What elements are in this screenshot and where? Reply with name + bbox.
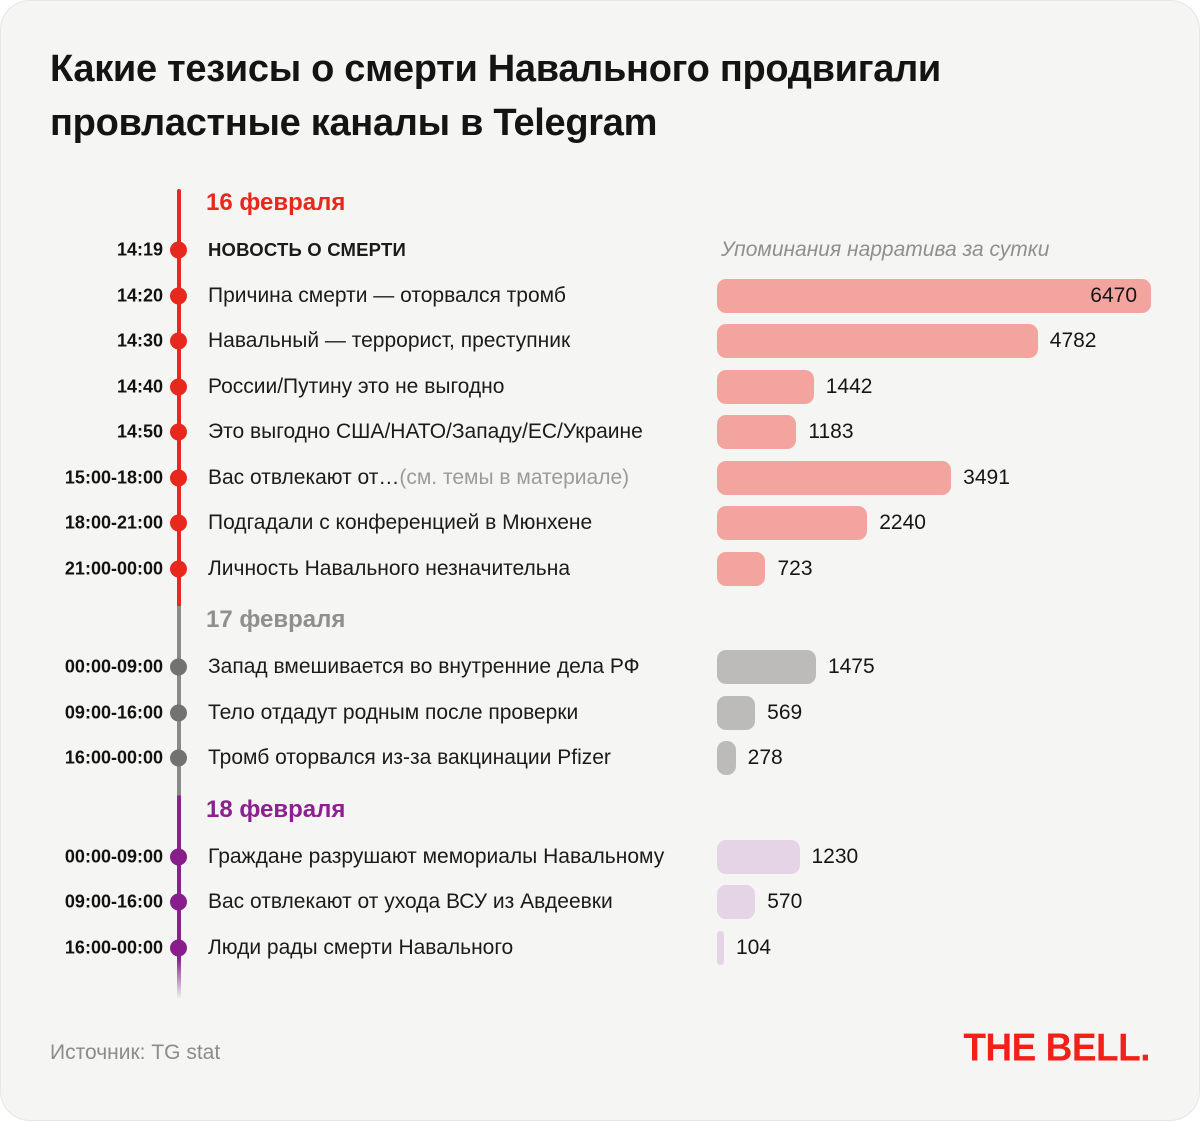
- row-label: Вас отвлекают от…(см. темы в материале): [208, 466, 629, 490]
- bar: [717, 506, 867, 540]
- bar: [717, 650, 816, 684]
- timeline-dot-icon: [170, 378, 187, 395]
- bar-value: 104: [736, 936, 771, 960]
- row-time: 14:40: [31, 376, 163, 397]
- timeline-dot-icon: [170, 287, 187, 304]
- row-label: России/Путину это не выгодно: [208, 375, 504, 399]
- timeline-dot-icon: [170, 242, 187, 259]
- bar: [717, 885, 755, 919]
- timeline-dot-icon: [170, 704, 187, 721]
- bar-value: 6470: [1090, 284, 1151, 308]
- bar-value: 3491: [963, 466, 1010, 490]
- mentions-column-header: Упоминания нарратива за сутки: [721, 238, 1049, 262]
- bar-wrap: 570: [717, 885, 802, 919]
- row-label: Запад вмешивается во внутренние дела РФ: [208, 655, 640, 679]
- timeline-date-heading: 18 февраля: [206, 796, 345, 824]
- timeline-dot-icon: [170, 939, 187, 956]
- bar-wrap: 104: [717, 931, 771, 965]
- row-time: 14:30: [31, 331, 163, 352]
- timeline-dot-icon: [170, 560, 187, 577]
- bar: [717, 741, 736, 775]
- row-label-note: (см. темы в материале): [399, 466, 629, 489]
- row-label: Это выгодно США/НАТО/Западу/ЕС/Украине: [208, 420, 643, 444]
- infographic-card: Какие тезисы о смерти Навального продвиг…: [0, 0, 1200, 1121]
- bar-wrap: 3491: [717, 461, 1010, 495]
- bar-value: 1442: [826, 375, 873, 399]
- bar-value: 1183: [808, 420, 853, 444]
- row-label: Причина смерти — оторвался тромб: [208, 284, 566, 308]
- bar: [717, 931, 724, 965]
- row-label: НОВОСТЬ О СМЕРТИ: [208, 239, 406, 261]
- row-label: Личность Навального незначительна: [208, 557, 570, 581]
- row-time: 09:00-16:00: [31, 892, 163, 913]
- bar: [717, 324, 1038, 358]
- bar: [717, 840, 800, 874]
- timeline-dot-icon: [170, 894, 187, 911]
- row-label: Тело отдадут родным после проверки: [208, 701, 578, 725]
- bar: [717, 370, 814, 404]
- row-time: 18:00-21:00: [31, 513, 163, 534]
- row-time: 16:00-00:00: [31, 748, 163, 769]
- row-label: Вас отвлекают от ухода ВСУ из Авдеевки: [208, 890, 613, 914]
- source-caption: Источник: TG stat: [50, 1041, 220, 1065]
- bar-wrap: 1183: [717, 415, 854, 449]
- timeline-date-heading: 16 февраля: [206, 189, 345, 217]
- bar-wrap: 2240: [717, 506, 926, 540]
- row-time: 14:50: [31, 422, 163, 443]
- row-label: Граждане разрушают мемориалы Навальному: [208, 845, 664, 869]
- timeline-dot-icon: [170, 848, 187, 865]
- bar: [717, 415, 796, 449]
- row-label: Тромб оторвался из-за вакцинации Pfizer: [208, 746, 611, 770]
- row-time: 00:00-09:00: [31, 846, 163, 867]
- timeline-date-heading: 17 февраля: [206, 606, 345, 634]
- row-time: 00:00-09:00: [31, 657, 163, 678]
- timeline-dot-icon: [170, 750, 187, 767]
- bar: 6470: [717, 279, 1151, 313]
- row-time: 16:00-00:00: [31, 937, 163, 958]
- bar-wrap: 569: [717, 696, 802, 730]
- bar-value: 2240: [879, 511, 926, 535]
- bar-wrap: 6470: [717, 279, 1151, 313]
- bar: [717, 696, 755, 730]
- bar-value: 4782: [1050, 329, 1097, 353]
- timeline-dot-icon: [170, 659, 187, 676]
- timeline-dot-icon: [170, 515, 187, 532]
- bar-value: 569: [767, 701, 802, 725]
- row-time: 09:00-16:00: [31, 702, 163, 723]
- timeline-dot-icon: [170, 469, 187, 486]
- bar-wrap: 1230: [717, 840, 858, 874]
- the-bell-logo: THE BELL.: [963, 1026, 1150, 1070]
- row-time: 15:00-18:00: [31, 467, 163, 488]
- bar-wrap: 278: [717, 741, 783, 775]
- timeline-line: [177, 189, 181, 999]
- row-label: Навальный — террорист, преступник: [208, 329, 570, 353]
- bar-value: 570: [767, 890, 802, 914]
- bar: [717, 552, 765, 586]
- page-title: Какие тезисы о смерти Навального продвиг…: [50, 43, 1120, 151]
- bar-value: 278: [748, 746, 783, 770]
- timeline-dot-icon: [170, 424, 187, 441]
- bar-value: 1475: [828, 655, 875, 679]
- timeline-dot-icon: [170, 333, 187, 350]
- row-label: Люди рады смерти Навального: [208, 936, 513, 960]
- row-time: 21:00-00:00: [31, 558, 163, 579]
- bar-value: 1230: [812, 845, 859, 869]
- bar-value: 723: [777, 557, 812, 581]
- bar-wrap: 723: [717, 552, 813, 586]
- bar: [717, 461, 951, 495]
- row-time: 14:19: [31, 240, 163, 261]
- row-label: Подгадали с конференцией в Мюнхене: [208, 511, 592, 535]
- row-time: 14:20: [31, 285, 163, 306]
- bar-wrap: 1442: [717, 370, 872, 404]
- bar-wrap: 1475: [717, 650, 875, 684]
- bar-wrap: 4782: [717, 324, 1096, 358]
